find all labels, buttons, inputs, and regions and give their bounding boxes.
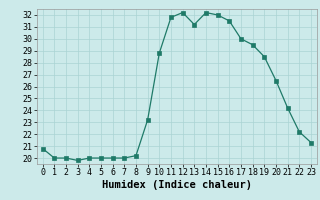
X-axis label: Humidex (Indice chaleur): Humidex (Indice chaleur) (102, 180, 252, 190)
